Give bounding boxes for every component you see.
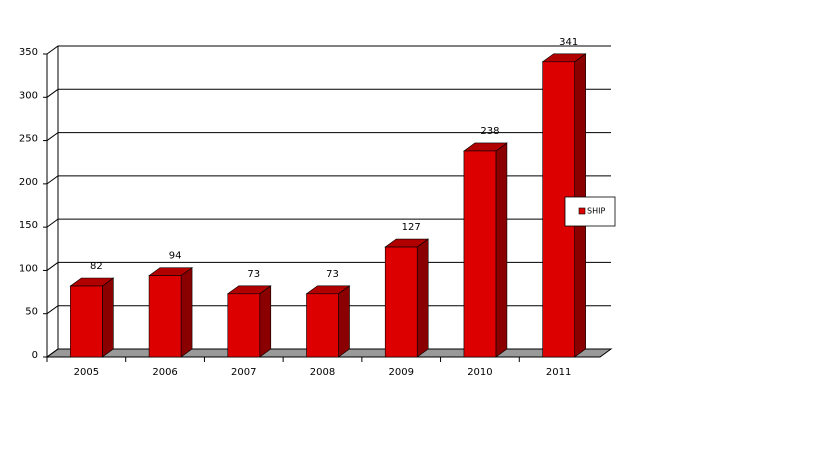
data-label: 94 — [169, 251, 182, 262]
bar — [69, 277, 115, 358]
x-tick-label: 2007 — [231, 367, 256, 378]
bar-side — [102, 277, 114, 358]
data-label: 238 — [480, 126, 499, 137]
y-tick-label: 300 — [19, 90, 38, 101]
grid-line — [46, 132, 611, 141]
x-tick-label: 2005 — [74, 367, 99, 378]
x-tick-label: 2008 — [310, 367, 335, 378]
y-tick-label: 150 — [19, 220, 38, 231]
bar — [148, 267, 193, 358]
y-tick-label: 200 — [19, 177, 38, 188]
bar-front — [463, 150, 497, 358]
x-tick-label: 2011 — [546, 367, 571, 378]
grid-line — [46, 218, 611, 228]
bar-side — [338, 285, 350, 358]
x-tick-label: 2010 — [467, 367, 492, 378]
bar-side — [495, 142, 508, 358]
bar — [463, 142, 508, 358]
grid-line — [46, 45, 611, 55]
bar-side — [180, 267, 193, 358]
x-tick-label: 2006 — [152, 367, 177, 378]
bar-side — [259, 285, 272, 358]
y-tick-label: 250 — [19, 134, 38, 145]
y-tick-label: 350 — [19, 47, 38, 58]
bar — [384, 238, 430, 358]
legend-key — [578, 207, 586, 215]
data-label: 73 — [326, 269, 339, 280]
legend-label: SHIP — [587, 207, 605, 216]
y-tick-label: 50 — [25, 307, 38, 318]
y-tick-label: 100 — [19, 263, 38, 274]
bar-side — [416, 238, 429, 358]
grid-line — [46, 175, 611, 185]
bar — [305, 285, 351, 358]
data-label: 341 — [559, 37, 578, 48]
x-tick-label: 2009 — [388, 367, 413, 378]
data-label: 127 — [402, 222, 421, 233]
data-label: 82 — [90, 261, 103, 272]
data-label: 73 — [247, 269, 260, 280]
bar — [226, 285, 272, 358]
y-tick-label: 0 — [32, 350, 38, 361]
bar-front — [384, 246, 418, 358]
bar-front — [306, 293, 339, 358]
legend-box — [564, 196, 616, 227]
bar-front — [148, 275, 182, 358]
bar-front — [227, 293, 261, 358]
grid-line — [46, 88, 611, 98]
bar-front — [70, 285, 103, 358]
